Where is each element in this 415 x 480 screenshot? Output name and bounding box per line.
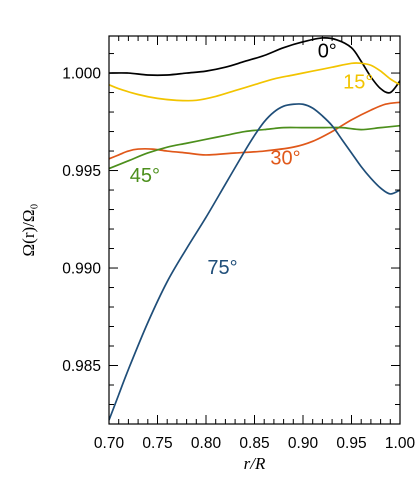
y-axis-label: Ω(r)/Ω₀ (19, 203, 38, 256)
series-label-4: 75° (207, 257, 237, 279)
y-tick-label: 0.995 (62, 163, 101, 180)
series-label-3: 45° (130, 165, 160, 187)
y-tick-label: 1.000 (62, 66, 101, 83)
x-tick-label: 0.95 (336, 435, 366, 452)
x-tick-label: 0.80 (191, 435, 222, 452)
series-line-4 (109, 103, 400, 421)
x-tick-label: 1.00 (385, 435, 415, 452)
tick-layer: 0.70 0.75 0.80 0.85 0.90 0.95 1.00 0.985 0.990 0.… (62, 36, 415, 452)
series-line-1 (109, 62, 400, 102)
label-layer: 0° 15° 30° 45° 75° (130, 40, 374, 278)
x-tick-label: 0.75 (142, 435, 172, 452)
x-tick-label: 0.90 (288, 435, 319, 452)
series-line-3 (109, 124, 400, 170)
series-line-2 (109, 101, 400, 160)
x-tick-label: 0.70 (94, 435, 125, 452)
x-axis-label: r/R (244, 454, 266, 473)
y-tick-label: 0.985 (62, 358, 101, 375)
x-tick-label: 0.85 (239, 435, 269, 452)
series-layer (109, 37, 400, 421)
series-label-2: 30° (270, 148, 300, 170)
plot-frame (108, 35, 401, 425)
series-line-0 (109, 37, 400, 94)
series-label-0: 0° (318, 40, 337, 62)
y-tick-label: 0.990 (62, 261, 101, 278)
series-label-1: 15° (343, 72, 373, 94)
